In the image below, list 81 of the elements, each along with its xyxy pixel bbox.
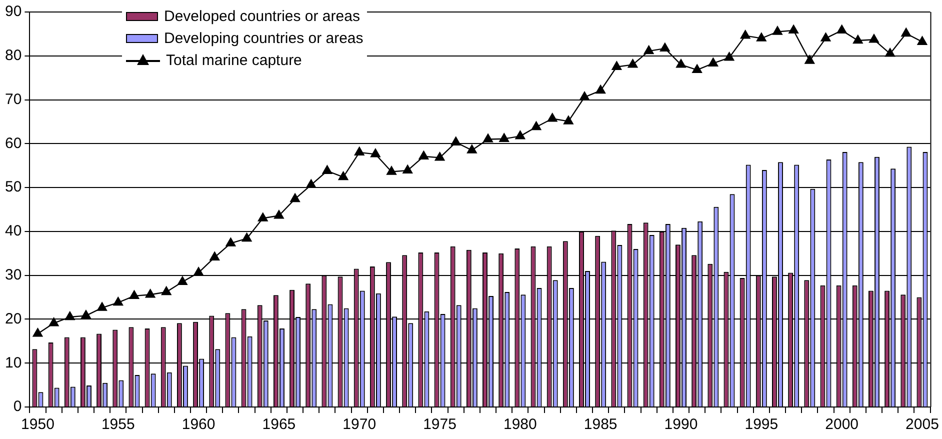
point	[145, 289, 156, 298]
x-tick-label: 1995	[744, 416, 778, 434]
point	[161, 286, 172, 296]
point	[226, 238, 236, 246]
point	[531, 121, 542, 130]
point	[820, 32, 831, 42]
point	[483, 134, 493, 142]
point	[258, 212, 268, 222]
point	[210, 252, 220, 260]
point	[836, 24, 847, 34]
x-tick-label: 1985	[584, 416, 618, 434]
point	[418, 150, 429, 160]
x-tick-label: 1980	[503, 416, 537, 434]
point	[194, 267, 204, 276]
point	[81, 310, 91, 319]
point	[740, 30, 750, 39]
x-tick-label: 1970	[342, 416, 376, 434]
point	[612, 61, 622, 70]
point	[917, 36, 928, 45]
x-tick-label: 1960	[182, 416, 216, 434]
y-tick-label: 90	[4, 3, 22, 20]
point	[724, 52, 734, 61]
point	[885, 48, 895, 57]
point	[322, 165, 332, 174]
point	[434, 152, 445, 161]
x-tick-label: 1950	[21, 416, 54, 434]
y-tick-label: 80	[4, 47, 22, 64]
x-tick-label: 1990	[664, 416, 698, 434]
point	[338, 171, 348, 180]
y-tick-label: 40	[4, 222, 22, 240]
point	[467, 144, 477, 154]
point	[547, 113, 558, 122]
point	[515, 130, 526, 140]
point	[628, 59, 638, 68]
point	[113, 296, 124, 306]
point	[756, 32, 766, 42]
point	[64, 311, 75, 320]
x-tick-label: 1965	[262, 416, 296, 434]
point	[708, 58, 718, 66]
y-tick-label: 60	[4, 134, 22, 152]
point	[869, 34, 879, 43]
point	[596, 84, 606, 94]
legend-label: Developed countries or areas	[164, 8, 360, 24]
point	[676, 59, 686, 68]
point	[354, 146, 364, 156]
y-tick-label: 0	[13, 398, 22, 416]
point	[290, 193, 300, 202]
x-tick-label: 2000	[825, 416, 859, 434]
y-tick-label: 20	[4, 310, 22, 328]
point	[178, 276, 188, 286]
x-tick-label: 2005	[906, 416, 939, 434]
point	[644, 45, 654, 54]
point	[804, 55, 815, 64]
point	[48, 318, 59, 326]
point	[563, 116, 574, 124]
legend-label: Total marine capture	[166, 52, 302, 68]
point	[499, 133, 510, 142]
y-tick-label: 30	[4, 266, 22, 284]
legend-label: Developing countries or areas	[164, 30, 364, 46]
point	[97, 302, 107, 311]
point	[692, 64, 702, 74]
y-tick-label: 50	[4, 178, 22, 196]
point	[306, 179, 316, 188]
point	[402, 164, 413, 174]
point	[242, 232, 252, 242]
point	[852, 34, 863, 44]
point	[129, 290, 140, 300]
point	[386, 166, 396, 175]
y-tick-label: 70	[4, 90, 22, 108]
point	[450, 136, 461, 146]
x-tick-label: 1955	[101, 416, 135, 434]
point	[788, 24, 798, 34]
point	[370, 148, 380, 158]
point	[32, 328, 43, 337]
x-tick-label: 1975	[423, 416, 456, 434]
y-tick-label: 10	[4, 354, 22, 372]
point	[772, 26, 782, 35]
point	[660, 42, 670, 52]
point	[580, 92, 590, 100]
point	[901, 28, 912, 37]
point	[274, 210, 284, 219]
